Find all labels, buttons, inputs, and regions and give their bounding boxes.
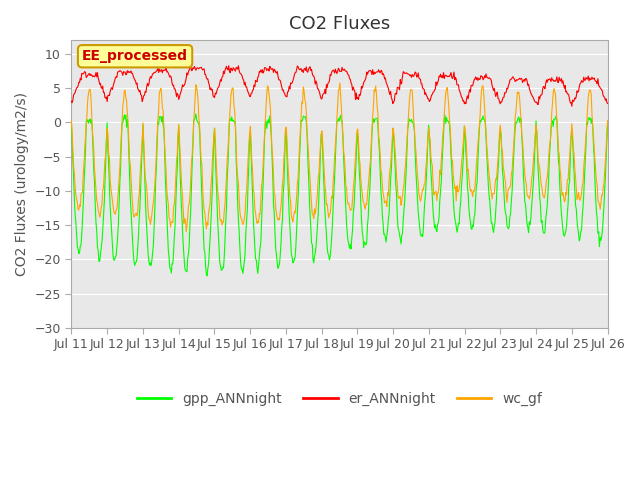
Y-axis label: CO2 Fluxes (urology/m2/s): CO2 Fluxes (urology/m2/s) (15, 92, 29, 276)
Legend: gpp_ANNnight, er_ANNnight, wc_gf: gpp_ANNnight, er_ANNnight, wc_gf (131, 386, 548, 412)
Title: CO2 Fluxes: CO2 Fluxes (289, 15, 390, 33)
Text: EE_processed: EE_processed (82, 49, 188, 63)
